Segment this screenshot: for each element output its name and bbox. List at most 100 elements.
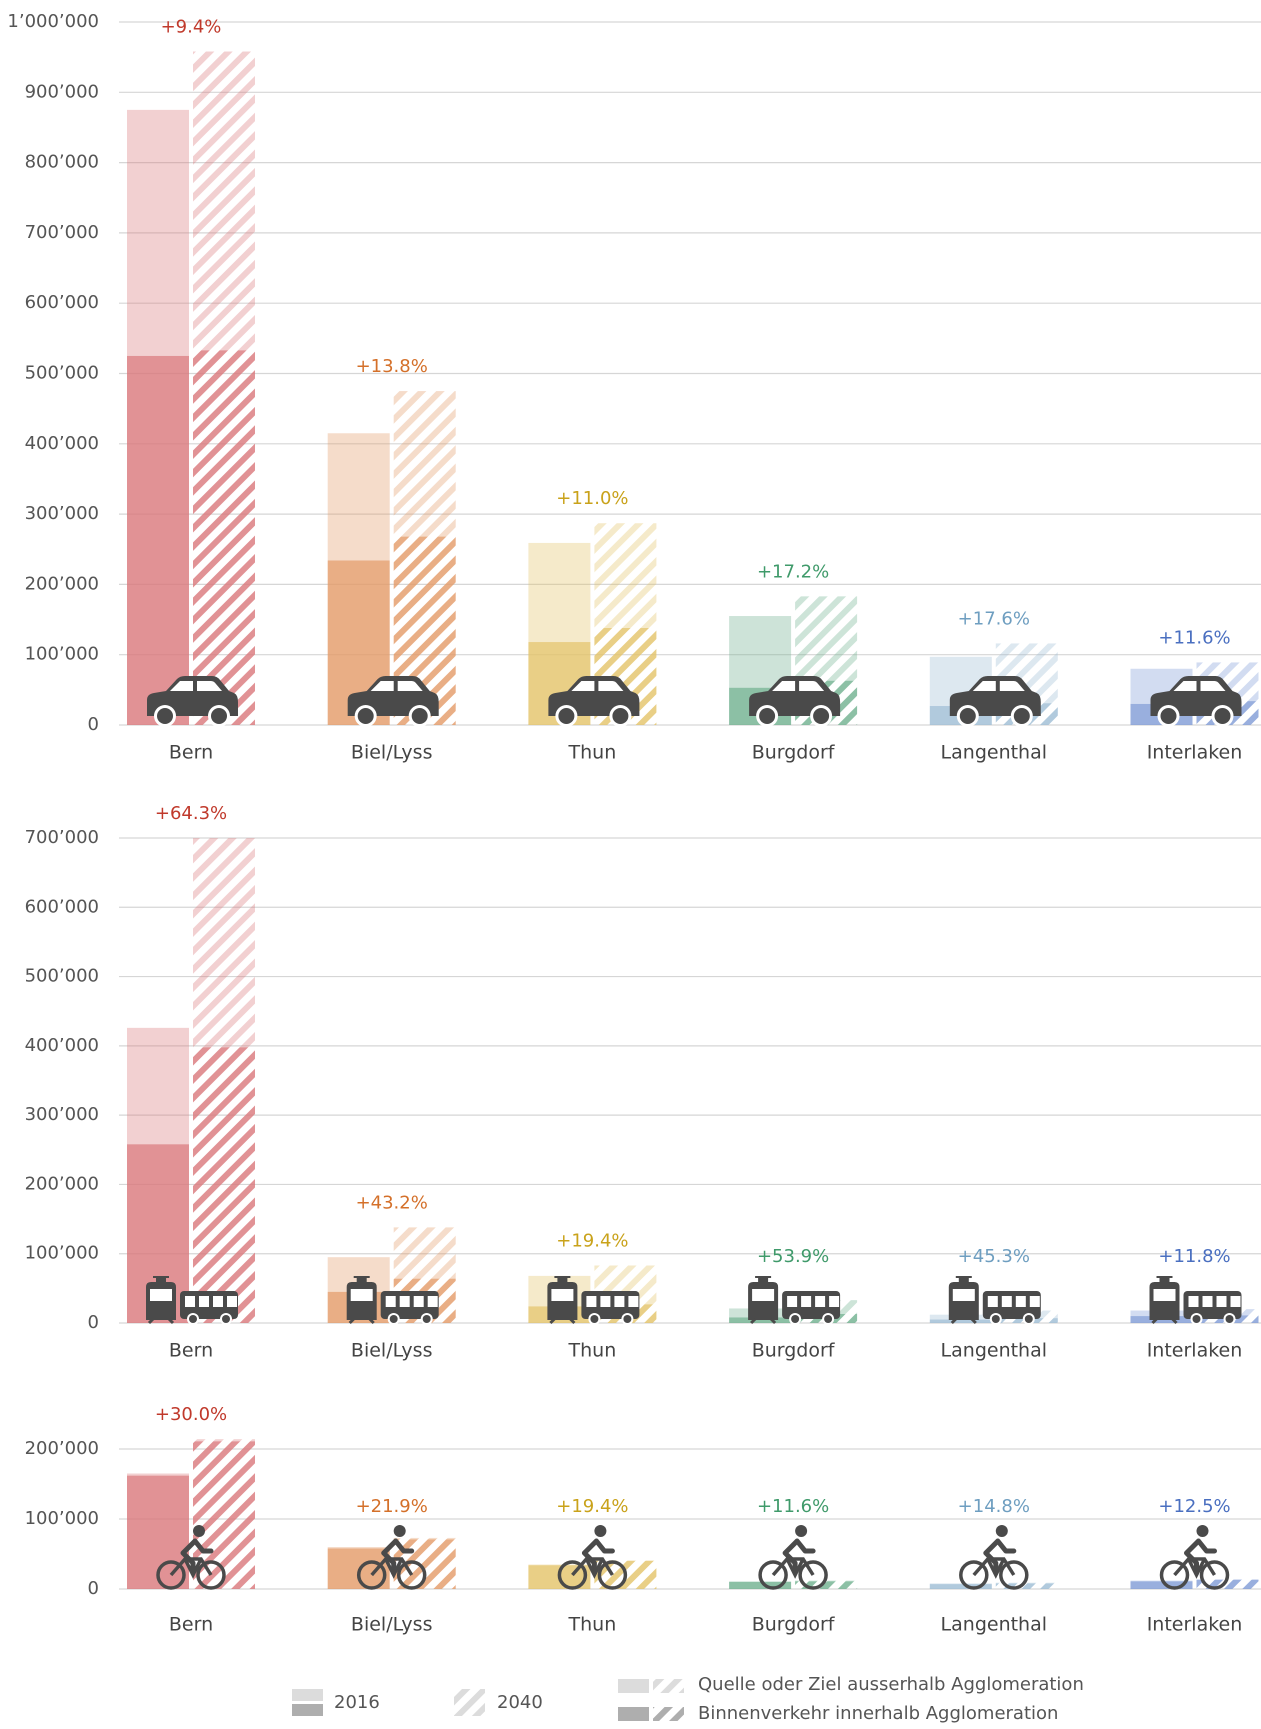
bus-window — [227, 1296, 237, 1307]
bike-wheel — [396, 1560, 427, 1590]
x-tick-label: Burgdorf — [752, 1614, 836, 1636]
growth-label: +53.9% — [757, 1246, 829, 1267]
tram-window — [150, 1289, 172, 1301]
growth-label: +21.9% — [356, 1496, 428, 1517]
mode-icon — [547, 1276, 640, 1325]
bus-wheel — [389, 1315, 398, 1323]
mode-icon — [356, 1525, 427, 1590]
growth-label: +14.8% — [958, 1496, 1030, 1517]
x-tick-label: Langenthal — [941, 1340, 1047, 1362]
legend-label: 2016 — [334, 1692, 380, 1713]
growth-label: +11.8% — [1158, 1246, 1230, 1267]
tram-window — [752, 1289, 775, 1301]
y-tick-label: 500’000 — [25, 966, 99, 987]
tram-window — [551, 1289, 574, 1301]
legend-label: Binnenverkehr innerhalb Agglomeration — [698, 1703, 1058, 1724]
x-tick-label: Biel/Lyss — [351, 1614, 433, 1636]
bus-window — [427, 1296, 438, 1307]
legend-swatch — [292, 1704, 323, 1716]
x-tick-label: Bern — [169, 742, 213, 764]
car-wheel — [1013, 708, 1030, 724]
x-tick-label: Thun — [568, 742, 617, 764]
y-tick-label: 800’000 — [25, 152, 99, 173]
mode-icon — [749, 676, 841, 727]
car-window — [772, 681, 825, 691]
bar-2016 — [929, 1319, 992, 1323]
car-wheel — [1160, 708, 1177, 724]
bus-wheel — [422, 1315, 431, 1323]
car-wheel — [612, 708, 629, 724]
bar-2040 — [995, 1582, 1058, 1584]
car-wheel — [558, 708, 575, 724]
car-wheel — [357, 708, 374, 724]
tram-feet — [750, 1317, 777, 1325]
car-window — [370, 681, 423, 691]
bar-2040 — [1196, 1579, 1259, 1589]
growth-label: +17.2% — [757, 561, 829, 582]
legend-swatch — [618, 1679, 649, 1693]
tram-feet — [950, 1317, 977, 1325]
car-wheel — [411, 708, 428, 724]
growth-label: +64.3% — [155, 803, 227, 824]
bar-2040 — [594, 523, 657, 628]
y-tick-label: 400’000 — [25, 433, 99, 454]
legend-swatch — [292, 1689, 323, 1701]
y-tick-label: 900’000 — [25, 81, 99, 102]
bike-wheel — [1159, 1560, 1190, 1590]
rider-body — [983, 1538, 1017, 1576]
legend-swatch — [653, 1679, 684, 1693]
rider-head — [795, 1525, 808, 1537]
bus-wheel — [1192, 1315, 1201, 1323]
bus-wheel — [1024, 1315, 1033, 1323]
rider-head — [594, 1525, 607, 1537]
bus-window — [185, 1296, 195, 1307]
y-tick-label: 0 — [88, 1312, 99, 1333]
y-tick-label: 300’000 — [25, 1104, 99, 1125]
rider-body — [381, 1538, 415, 1576]
mode-icon — [147, 676, 238, 727]
bar-2016 — [127, 1027, 189, 1145]
bike-wheel — [597, 1560, 628, 1590]
tram-window — [952, 1289, 975, 1301]
growth-label: +19.4% — [556, 1230, 628, 1251]
growth-label: +30.0% — [155, 1404, 227, 1425]
bus-wheel — [590, 1315, 599, 1323]
bus-window — [1001, 1296, 1012, 1307]
bike-wheel — [798, 1560, 828, 1590]
bike-wheel — [196, 1560, 226, 1590]
legend-swatch — [618, 1707, 649, 1721]
x-tick-label: Interlaken — [1147, 742, 1243, 764]
legend-label: Quelle oder Ziel ausserhalb Agglomeratio… — [698, 1674, 1084, 1695]
car-wheel — [759, 708, 776, 724]
car-window — [170, 681, 222, 691]
bus-window — [600, 1296, 611, 1307]
bike-wheel — [356, 1560, 387, 1590]
bus-window — [586, 1296, 597, 1307]
bus-wheel — [791, 1315, 800, 1323]
mode-icon — [959, 1525, 1029, 1590]
y-tick-label: 200’000 — [25, 1173, 99, 1194]
bus-window — [1230, 1296, 1241, 1307]
bus-wheel — [824, 1315, 833, 1323]
bar-2040 — [795, 1581, 858, 1589]
bus-window — [815, 1296, 826, 1307]
bar-2016 — [1130, 1581, 1193, 1589]
car-wheel — [157, 708, 173, 724]
bar-2016 — [729, 616, 792, 688]
legend-swatch — [653, 1707, 684, 1721]
bar-2040 — [193, 1439, 255, 1442]
bar-2016 — [127, 109, 189, 356]
bar-2016 — [528, 1564, 591, 1566]
bus-window — [628, 1296, 639, 1307]
x-tick-label: Interlaken — [1147, 1340, 1243, 1362]
x-tick-label: Biel/Lyss — [351, 742, 433, 764]
growth-label: +11.6% — [1158, 627, 1230, 648]
x-tick-label: Bern — [169, 1614, 213, 1636]
bus-window — [987, 1296, 998, 1307]
car-wheel — [211, 708, 227, 724]
y-tick-label: 100’000 — [25, 1243, 99, 1264]
growth-label: +11.0% — [556, 488, 628, 509]
bus-wheel — [1225, 1315, 1234, 1323]
bar-2040 — [995, 1583, 1058, 1589]
y-tick-label: 100’000 — [25, 644, 99, 665]
